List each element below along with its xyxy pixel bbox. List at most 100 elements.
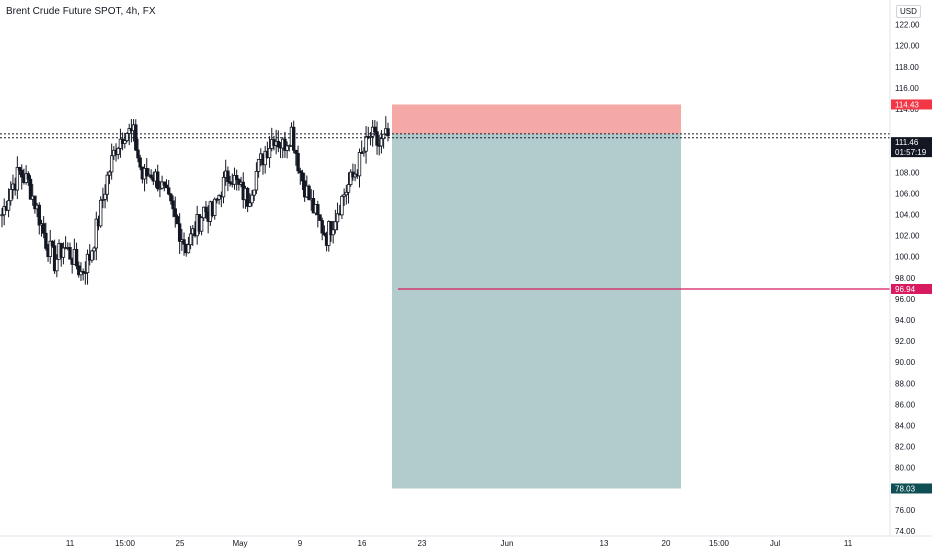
currency-label[interactable]: USD	[896, 5, 921, 18]
candle-body	[61, 247, 66, 258]
candle	[202, 206, 206, 222]
candle-body	[158, 187, 162, 190]
x-tick-label: 15:00	[709, 539, 730, 548]
candle-body	[344, 191, 349, 196]
candle	[221, 171, 226, 204]
price-axis[interactable]: 74.0076.0078.0080.0082.0084.0086.0088.00…	[889, 0, 920, 536]
candle-body	[307, 185, 311, 201]
candle	[28, 175, 33, 200]
candle	[213, 197, 217, 220]
candle	[329, 221, 333, 242]
candle-body	[226, 170, 230, 183]
candle	[169, 192, 173, 205]
candle	[81, 268, 85, 281]
last-price-tag-sub-text: 01:57:19	[895, 148, 927, 157]
candle	[368, 131, 373, 146]
x-tick-label: May	[232, 539, 247, 548]
candle	[298, 167, 302, 185]
candle-body	[28, 178, 33, 200]
candle-body	[26, 173, 31, 180]
candle	[116, 146, 120, 160]
candle-body	[364, 136, 368, 152]
candle-body	[285, 145, 289, 151]
candle-body	[333, 221, 338, 231]
candle	[344, 184, 349, 205]
candle-body	[254, 171, 259, 191]
candle-body	[55, 258, 59, 272]
candle-body	[213, 198, 217, 216]
candle-body	[186, 244, 191, 254]
candle	[90, 249, 94, 263]
candle	[217, 194, 221, 205]
candle	[248, 193, 252, 208]
candle-body	[331, 229, 335, 236]
candle-body	[105, 174, 109, 195]
candle	[85, 249, 90, 285]
candle	[322, 225, 327, 237]
candle	[134, 119, 138, 152]
candle-body	[171, 200, 175, 210]
y-tick-label: 106.00	[895, 189, 920, 198]
candle	[333, 209, 338, 234]
candle-body	[15, 167, 20, 191]
candle	[342, 188, 346, 206]
target-price-tag-bg	[891, 483, 932, 494]
candle-body	[101, 198, 105, 201]
candle	[101, 187, 105, 209]
x-tick-label: 11	[66, 539, 75, 548]
candle-body	[316, 204, 320, 216]
candle-body	[162, 181, 166, 186]
candle	[68, 242, 72, 260]
candle	[245, 187, 250, 213]
candle-body	[221, 176, 226, 198]
candle-body	[52, 245, 57, 272]
candle-body	[202, 206, 206, 219]
candle	[287, 144, 292, 152]
candle	[199, 216, 204, 236]
candle-body	[373, 126, 377, 133]
candle	[331, 220, 335, 244]
candle-body	[318, 214, 322, 221]
y-tick-label: 118.00	[895, 63, 919, 72]
candle	[300, 169, 305, 191]
y-tick-label: 108.00	[895, 168, 920, 177]
candle	[105, 171, 109, 202]
candle-body	[294, 149, 298, 154]
candle	[2, 198, 6, 226]
candle	[340, 194, 344, 219]
candle-body	[138, 157, 142, 168]
candle-body	[107, 171, 112, 176]
candle-body	[250, 194, 254, 204]
candle-body	[329, 221, 333, 236]
current-price-tag-bg	[891, 124, 932, 135]
candle-body	[156, 171, 160, 190]
candle	[263, 145, 267, 174]
x-tick-label: 16	[358, 539, 367, 548]
candle-body	[340, 195, 344, 216]
y-tick-label: 90.00	[895, 358, 916, 367]
candle-body	[98, 199, 103, 227]
y-tick-label: 76.00	[895, 506, 916, 515]
candle-body	[368, 135, 373, 138]
y-tick-label: 86.00	[895, 400, 916, 409]
candle	[386, 122, 390, 142]
candle	[307, 184, 311, 201]
candle-body	[287, 145, 292, 148]
candle	[55, 254, 59, 278]
candle-body	[379, 138, 384, 147]
x-tick-label: 23	[418, 539, 427, 548]
candle-body	[386, 128, 390, 137]
candle	[204, 200, 208, 219]
candle-body	[300, 172, 305, 182]
time-axis[interactable]: 11 15:00 25 May 9 16 23 Jun 13 20 15:00 Jul 11	[0, 535, 932, 548]
candle-body	[173, 208, 177, 217]
candle	[145, 158, 149, 184]
candle-body	[342, 194, 346, 197]
candle-body	[164, 184, 169, 189]
candle-body	[362, 150, 366, 154]
price-lines	[0, 133, 890, 290]
candle	[364, 126, 368, 164]
candle-body	[248, 202, 252, 207]
